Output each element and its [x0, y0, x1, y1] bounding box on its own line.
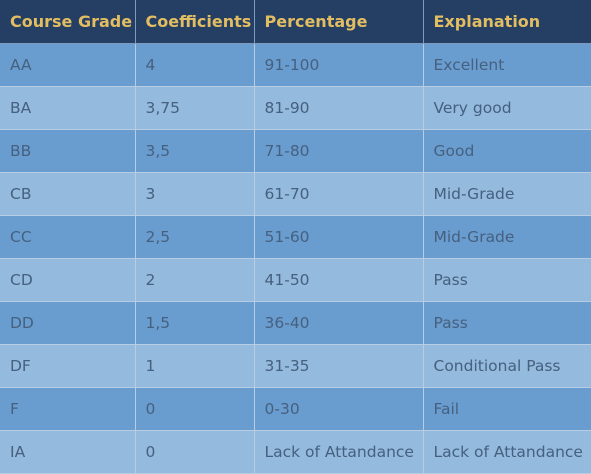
header-coefficients: Coefficients	[135, 0, 255, 44]
table-row: BA 3,75 81-90 Very good	[0, 86, 591, 130]
grade-cell: CB	[0, 172, 136, 216]
explanation-cell: Pass	[423, 258, 591, 302]
explanation-cell: Fail	[423, 387, 591, 431]
table-row: CB 3 61-70 Mid-Grade	[0, 172, 591, 216]
explanation-cell: Pass	[423, 301, 591, 345]
header-explanation: Explanation	[423, 0, 591, 44]
coefficient-cell: 1	[135, 344, 255, 388]
percentage-cell: 61-70	[254, 172, 424, 216]
coefficient-cell: 0	[135, 430, 255, 474]
grade-cell: DD	[0, 301, 136, 345]
header-course-grade: Course Grade	[0, 0, 136, 44]
coefficient-cell: 4	[135, 43, 255, 87]
explanation-cell: Mid-Grade	[423, 172, 591, 216]
coefficient-cell: 3	[135, 172, 255, 216]
coefficient-cell: 3,5	[135, 129, 255, 173]
percentage-cell: 0-30	[254, 387, 424, 431]
explanation-cell: Mid-Grade	[423, 215, 591, 259]
table-row: F 0 0-30 Fail	[0, 387, 591, 431]
coefficient-cell: 3,75	[135, 86, 255, 130]
explanation-cell: Conditional Pass	[423, 344, 591, 388]
percentage-cell: 71-80	[254, 129, 424, 173]
table-row: CC 2,5 51-60 Mid-Grade	[0, 215, 591, 259]
table-row: IA 0 Lack of Attandance Lack of Attandan…	[0, 430, 591, 474]
grade-cell: F	[0, 387, 136, 431]
table-body: AA 4 91-100 Excellent BA 3,75 81-90 Very…	[0, 43, 591, 474]
percentage-cell: 81-90	[254, 86, 424, 130]
explanation-cell: Lack of Attandance	[423, 430, 591, 474]
percentage-cell: 91-100	[254, 43, 424, 87]
percentage-cell: 31-35	[254, 344, 424, 388]
percentage-cell: Lack of Attandance	[254, 430, 424, 474]
grade-cell: CD	[0, 258, 136, 302]
explanation-cell: Good	[423, 129, 591, 173]
grade-cell: IA	[0, 430, 136, 474]
percentage-cell: 51-60	[254, 215, 424, 259]
header-percentage: Percentage	[254, 0, 424, 44]
header-row: Course Grade Coefficients Percentage Exp…	[0, 0, 591, 44]
percentage-cell: 36-40	[254, 301, 424, 345]
grade-cell: DF	[0, 344, 136, 388]
explanation-cell: Very good	[423, 86, 591, 130]
coefficient-cell: 0	[135, 387, 255, 431]
table-header: Course Grade Coefficients Percentage Exp…	[0, 0, 591, 44]
coefficient-cell: 2,5	[135, 215, 255, 259]
table-row: AA 4 91-100 Excellent	[0, 43, 591, 87]
explanation-cell: Excellent	[423, 43, 591, 87]
grade-cell: AA	[0, 43, 136, 87]
table-row: DF 1 31-35 Conditional Pass	[0, 344, 591, 388]
table-row: CD 2 41-50 Pass	[0, 258, 591, 302]
grade-cell: BB	[0, 129, 136, 173]
coefficient-cell: 1,5	[135, 301, 255, 345]
table-row: BB 3,5 71-80 Good	[0, 129, 591, 173]
table-row: DD 1,5 36-40 Pass	[0, 301, 591, 345]
grade-cell: CC	[0, 215, 136, 259]
coefficient-cell: 2	[135, 258, 255, 302]
grade-cell: BA	[0, 86, 136, 130]
percentage-cell: 41-50	[254, 258, 424, 302]
